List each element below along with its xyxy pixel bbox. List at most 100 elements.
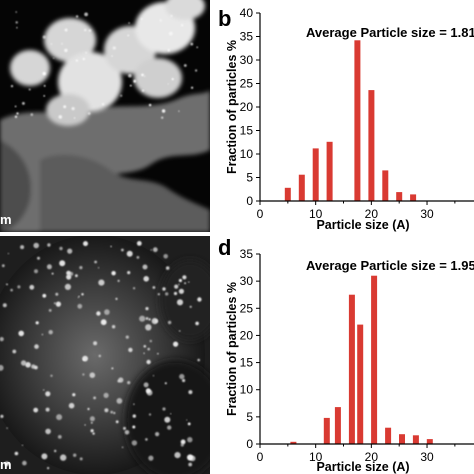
speck — [141, 89, 145, 92]
speck — [155, 432, 160, 437]
speck — [145, 324, 152, 331]
speck — [180, 439, 186, 445]
speck — [2, 303, 7, 308]
speck — [45, 428, 51, 435]
speck — [50, 374, 53, 377]
speck — [34, 269, 38, 274]
speck — [145, 307, 149, 311]
speck — [121, 446, 124, 449]
speck — [110, 410, 114, 414]
speck — [84, 28, 87, 32]
speck — [42, 35, 46, 39]
speck — [183, 64, 187, 67]
speck — [120, 94, 123, 97]
speck — [89, 416, 95, 422]
y-tick-label: 35 — [240, 30, 254, 44]
speck — [165, 266, 170, 270]
speck — [53, 57, 55, 59]
speck — [188, 462, 193, 467]
speck — [126, 250, 133, 257]
speck — [18, 330, 25, 337]
x-axis-title: Particle size (A) — [316, 460, 409, 474]
speck — [110, 245, 112, 248]
speck — [30, 113, 34, 116]
speck — [127, 271, 131, 275]
y-tick-label: 0 — [246, 194, 253, 208]
bar — [323, 417, 330, 444]
speck — [167, 49, 170, 52]
speck — [152, 247, 158, 253]
speck — [187, 437, 193, 443]
bright-specks-bottom — [0, 241, 202, 470]
speck — [20, 245, 25, 250]
speck — [87, 112, 91, 115]
speck — [81, 293, 84, 296]
speck — [148, 318, 151, 321]
speck — [111, 325, 116, 329]
speck — [127, 381, 131, 385]
scale-bar-label-top: m — [0, 212, 12, 227]
speck — [64, 28, 68, 32]
speck — [0, 364, 4, 371]
speck — [136, 256, 140, 259]
speck — [64, 283, 71, 290]
speck — [60, 454, 67, 461]
speck — [187, 422, 191, 426]
speck — [75, 15, 79, 18]
axes-frame — [259, 254, 474, 445]
speck — [90, 421, 93, 424]
speck — [118, 377, 124, 383]
average-size-annotation: Average Particle size = 1.95 — [306, 258, 474, 273]
speck — [179, 373, 185, 380]
speck — [22, 102, 25, 105]
speck — [45, 391, 51, 397]
y-tick-label: 5 — [246, 171, 253, 185]
speck — [145, 388, 151, 394]
speck — [115, 420, 119, 424]
speck — [133, 287, 136, 290]
speck — [87, 407, 90, 411]
speck — [144, 75, 146, 78]
micrograph-top: m — [0, 0, 210, 232]
speck — [128, 73, 132, 78]
axes-frame — [259, 13, 474, 202]
speck — [92, 432, 95, 435]
speck — [94, 260, 97, 264]
speck — [180, 443, 184, 447]
speck — [145, 317, 149, 320]
speck — [133, 403, 135, 405]
y-tick-label: 40 — [240, 6, 254, 20]
speck — [128, 22, 130, 24]
speck — [0, 414, 4, 418]
nanoparticle-clusters — [10, 0, 205, 126]
speck — [48, 330, 53, 335]
speck — [73, 117, 76, 119]
bar — [326, 141, 333, 201]
speck — [191, 86, 194, 89]
speck — [61, 43, 63, 45]
speck — [161, 116, 164, 119]
bar — [371, 275, 378, 444]
speck — [178, 278, 182, 283]
speck — [93, 396, 96, 400]
speck — [162, 287, 166, 291]
speck — [128, 347, 133, 353]
speck — [43, 95, 45, 97]
speck — [148, 413, 152, 416]
speck — [0, 337, 4, 342]
speck — [174, 452, 181, 459]
speck — [7, 252, 10, 255]
speck — [66, 274, 72, 280]
micrograph-bottom: m — [0, 236, 210, 474]
speck — [132, 425, 136, 429]
bar — [354, 40, 361, 201]
y-tick-label: 10 — [240, 147, 254, 161]
speck — [123, 426, 126, 430]
bar — [382, 170, 389, 201]
speck — [176, 299, 184, 306]
speck — [197, 358, 200, 362]
bar — [412, 435, 419, 444]
speck — [188, 390, 193, 395]
speck — [66, 270, 71, 276]
speck — [186, 419, 188, 421]
